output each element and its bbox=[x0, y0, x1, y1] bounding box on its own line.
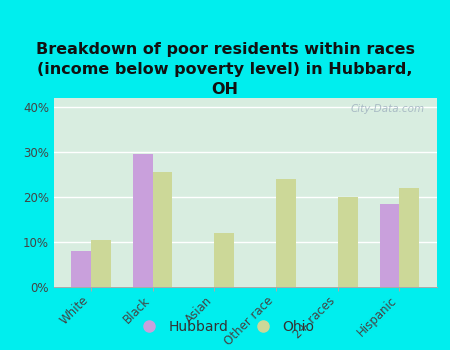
Bar bbox=[133, 154, 153, 287]
Text: City-Data.com: City-Data.com bbox=[351, 104, 425, 114]
Bar bbox=[91, 240, 111, 287]
Bar bbox=[214, 233, 234, 287]
Bar bbox=[400, 188, 419, 287]
Bar bbox=[153, 172, 172, 287]
Bar bbox=[338, 197, 358, 287]
Text: Breakdown of poor residents within races
(income below poverty level) in Hubbard: Breakdown of poor residents within races… bbox=[36, 42, 414, 97]
Bar bbox=[276, 179, 296, 287]
Bar bbox=[380, 204, 400, 287]
Bar bbox=[71, 251, 91, 287]
Legend: Hubbard, Ohio: Hubbard, Ohio bbox=[130, 314, 320, 340]
